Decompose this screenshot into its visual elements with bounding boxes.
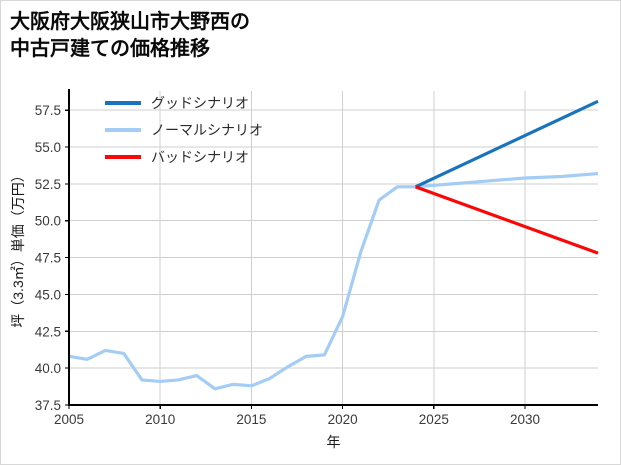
y-tick-label: 55.0 <box>35 140 61 155</box>
y-tick-label: 40.0 <box>35 361 61 376</box>
page-title: 大阪府大阪狭山市大野西の 中古戸建ての価格推移 <box>10 11 250 60</box>
y-tick-label: 42.5 <box>35 324 61 339</box>
series-ノーマルシナリオ <box>68 171 599 391</box>
x-tick-label: 2010 <box>145 412 175 427</box>
y-tick-label: 47.5 <box>35 251 61 266</box>
x-axis-ticks: 2005 2010 2015 2020 2025 2030 <box>54 405 540 427</box>
x-tick-label: 2025 <box>419 412 449 427</box>
x-axis-title: 年 <box>327 434 341 450</box>
y-axis-title: 坪（3.3㎡）単価（万円） <box>10 168 26 327</box>
x-tick-label: 2030 <box>510 412 540 427</box>
axis-titles: 年 坪（3.3㎡）単価（万円） <box>10 168 341 450</box>
y-tick-label: 50.0 <box>35 214 61 229</box>
y-axis-ticks: 37.5 40.0 42.5 45.0 47.5 50.0 52.5 55.0 57.5 <box>35 103 69 413</box>
x-tick-label: 2005 <box>54 412 84 427</box>
y-tick-label: 57.5 <box>35 103 61 118</box>
legend-label: グッドシナリオ <box>151 95 249 111</box>
legend-label: バッドシナリオ <box>151 149 249 165</box>
y-tick-label: 52.5 <box>35 177 61 192</box>
y-tick-label: 37.5 <box>35 398 61 413</box>
x-tick-label: 2020 <box>328 412 358 427</box>
series-lines <box>68 99 599 391</box>
series-グッドシナリオ <box>414 99 599 189</box>
y-tick-label: 45.0 <box>35 287 61 302</box>
legend-label: ノーマルシナリオ <box>151 122 263 138</box>
series-バッドシナリオ <box>415 185 599 255</box>
axis-spines <box>68 89 598 406</box>
x-tick-label: 2015 <box>236 412 266 427</box>
